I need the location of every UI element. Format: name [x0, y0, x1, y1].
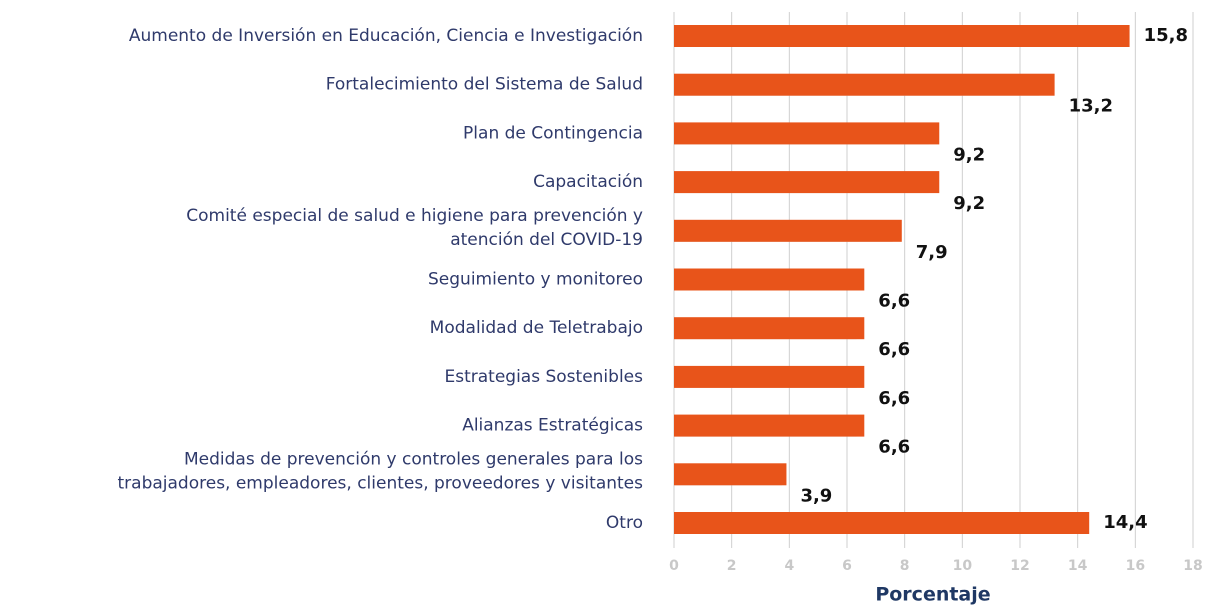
bar [674, 414, 865, 437]
y-tick-label: Comité especial de salud e higiene para … [186, 206, 643, 250]
x-tick-label: 2 [727, 558, 737, 574]
x-tick-label: 8 [900, 558, 910, 574]
data-label: 6,6 [878, 437, 910, 458]
bar [674, 25, 1130, 47]
bar [674, 317, 865, 340]
x-tick-label: 4 [784, 558, 794, 574]
x-axis-title: Porcentaje [875, 584, 990, 605]
data-label: 14,4 [1103, 512, 1147, 533]
y-tick-label: Modalidad de Teletrabajo [430, 318, 643, 338]
data-label: 6,6 [878, 388, 910, 409]
x-tick-label: 14 [1068, 558, 1088, 574]
bar [674, 219, 902, 242]
y-tick-label: Seguimiento y monitoreo [428, 270, 643, 290]
bar [674, 365, 865, 388]
x-tick-label: 12 [1010, 558, 1029, 574]
x-tick-label: 6 [842, 558, 852, 574]
bar [674, 268, 865, 291]
x-tick-label: 16 [1126, 558, 1145, 574]
data-label: 3,9 [800, 485, 832, 506]
bar [674, 463, 787, 486]
data-label: 9,2 [953, 144, 985, 165]
bar [674, 512, 1090, 534]
y-tick-label: Fortalecimiento del Sistema de Salud [326, 75, 643, 95]
data-label: 7,9 [916, 242, 948, 263]
data-label: 13,2 [1069, 96, 1113, 117]
x-tick-label: 10 [953, 558, 973, 574]
y-tick-label: Alianzas Estratégicas [462, 416, 643, 436]
bar [674, 122, 940, 145]
x-tick-label: 0 [669, 558, 679, 574]
x-tick-label: 18 [1183, 558, 1202, 574]
bar [674, 73, 1055, 96]
data-label: 9,2 [953, 193, 985, 214]
data-label: 15,8 [1144, 25, 1188, 46]
y-tick-label: Otro [606, 513, 643, 533]
y-tick-label: Plan de Contingencia [463, 123, 643, 143]
y-tick-label: Capacitación [533, 172, 643, 192]
data-label: 6,6 [878, 291, 910, 312]
bar [674, 171, 940, 194]
data-label: 6,6 [878, 339, 910, 360]
y-tick-label: Medidas de prevención y controles genera… [118, 449, 644, 493]
y-tick-label: Aumento de Inversión en Educación, Cienc… [129, 26, 643, 46]
y-tick-label: Estrategias Sostenibles [445, 367, 644, 387]
